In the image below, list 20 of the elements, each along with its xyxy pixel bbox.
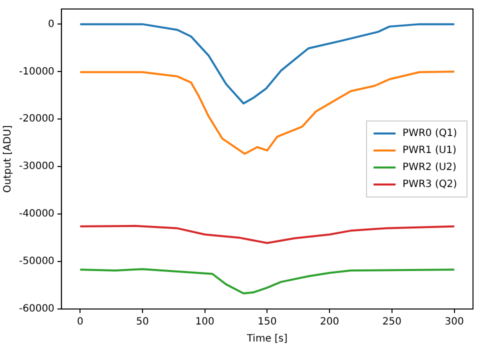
y-tick-label: -10000 [19, 66, 54, 78]
x-tick-label: 150 [258, 316, 277, 328]
y-tick-label: -30000 [19, 161, 54, 172]
y-tick-label: -50000 [19, 256, 54, 268]
legend-label: PWR0 (Q1) [402, 128, 458, 140]
legend-label: PWR2 (U2) [402, 162, 457, 174]
y-tick-label: -60000 [19, 304, 54, 315]
x-tick-label: 100 [195, 316, 214, 328]
y-tick-label: 0 [48, 18, 54, 30]
y-tick-label: -20000 [19, 114, 54, 125]
x-tick-label: 300 [444, 316, 464, 328]
y-tick-label: -40000 [19, 208, 54, 220]
x-tick-label: 200 [320, 316, 340, 328]
legend-label: PWR1 (U1) [402, 145, 457, 156]
y-axis-title: Output [ADU] [2, 125, 14, 193]
x-tick-label: 50 [136, 316, 149, 328]
x-axis-title: Time [s] [246, 334, 288, 345]
x-tick-label: 250 [382, 316, 402, 328]
legend-label: PWR3 (Q2) [402, 179, 458, 190]
x-tick-label: 0 [76, 316, 84, 328]
